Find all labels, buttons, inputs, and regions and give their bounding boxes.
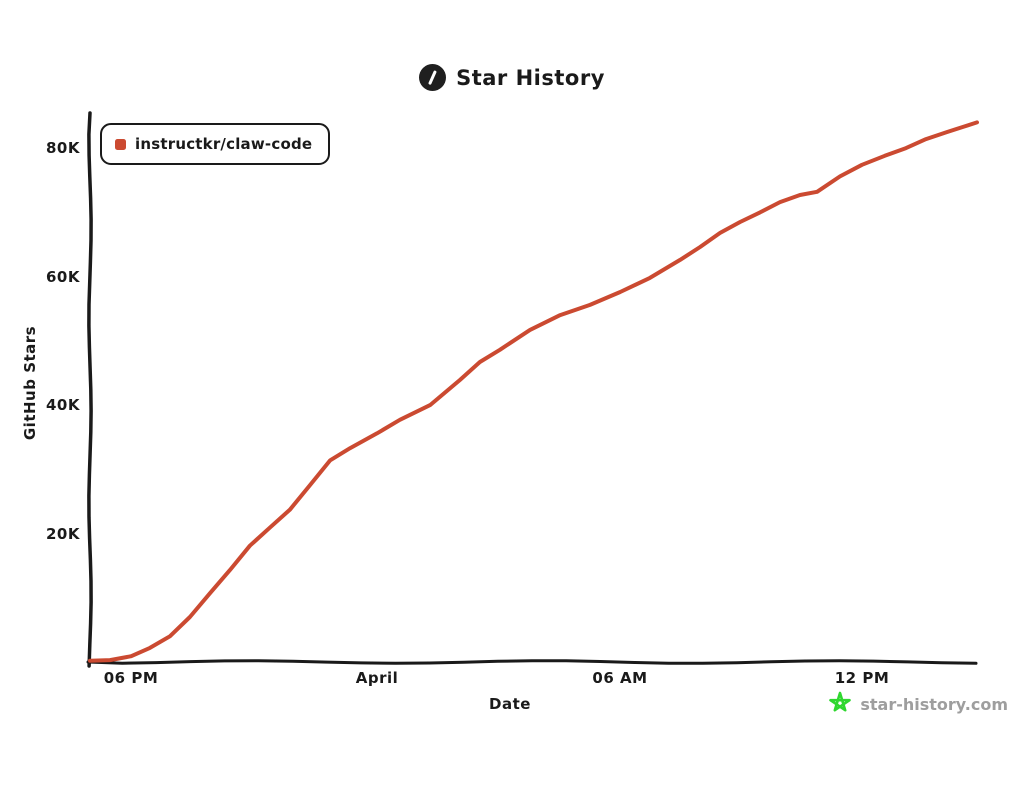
green-star-icon (829, 691, 852, 712)
legend-item-label: instructkr/claw-code (135, 135, 313, 153)
x-axis-line (86, 659, 978, 665)
chart-title-text: Star History (456, 65, 605, 90)
y-axis-title: GitHub Stars (21, 325, 39, 441)
chart-title: Star History (0, 64, 1024, 91)
x-tick-label: 06 PM (103, 669, 159, 687)
x-tick-label: 06 AM (592, 669, 648, 687)
x-tick-label: 12 PM (834, 669, 890, 687)
watermark-text: star-history.com (860, 694, 1008, 714)
watermark-link[interactable]: star-history.com (827, 691, 1008, 717)
x-tick-label: April (355, 669, 399, 687)
y-tick-label: 40K (46, 396, 80, 414)
legend-box: instructkr/claw-code (100, 123, 331, 165)
y-axis-line (87, 111, 93, 668)
y-tick-label: 80K (46, 139, 80, 157)
y-tick-label: 20K (46, 525, 80, 543)
y-tick-label: 60K (46, 268, 80, 286)
x-axis-title: Date (489, 695, 531, 713)
legend-color-swatch (115, 138, 126, 150)
star-history-logo-icon (419, 64, 447, 91)
series-line-instructkr-claw-code (88, 120, 979, 663)
